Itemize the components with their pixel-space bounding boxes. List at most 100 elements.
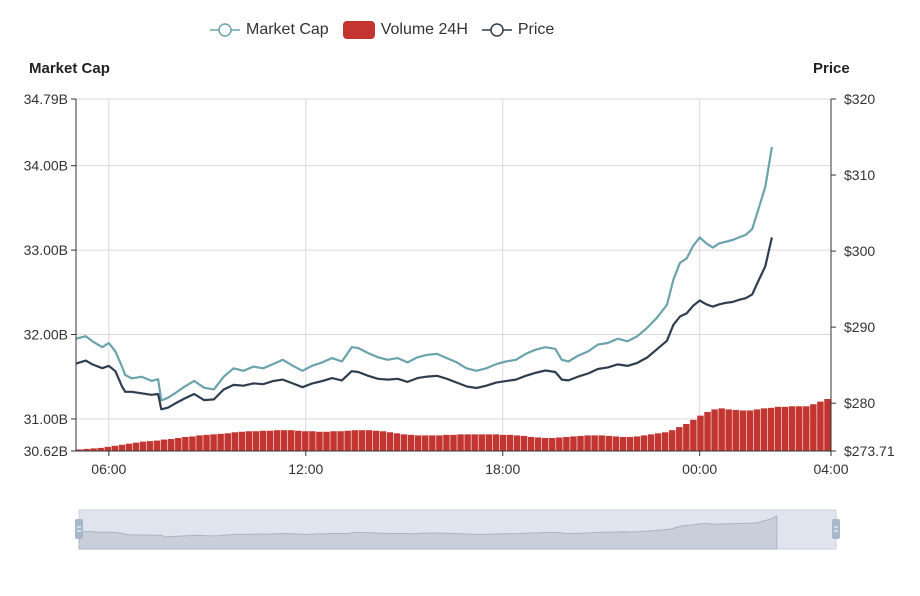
volume-bar xyxy=(697,415,704,451)
x-tick-label: 06:00 xyxy=(91,461,126,477)
legend-label-price: Price xyxy=(517,21,555,38)
volume-bar xyxy=(824,399,831,451)
volume-bar xyxy=(471,434,478,451)
volume-bar xyxy=(316,431,323,451)
volume-bar xyxy=(330,431,337,451)
market-cap-legend-icon xyxy=(210,23,240,37)
volume-bar xyxy=(97,447,104,451)
volume-bar xyxy=(457,434,464,451)
volume-bar xyxy=(520,435,528,451)
legend-item-volume[interactable]: Volume 24H xyxy=(342,21,468,39)
left-tick-label: 32.00B xyxy=(24,327,68,343)
volume-bar xyxy=(323,431,330,451)
volume-bar xyxy=(436,435,443,451)
volume-bar xyxy=(393,433,401,451)
left-tick-label: 31.00B xyxy=(24,411,68,427)
price-legend-icon xyxy=(481,23,512,37)
market-cap-line xyxy=(75,146,773,402)
volume-bar xyxy=(104,446,111,451)
volume-bar xyxy=(111,445,119,451)
volume-bar xyxy=(400,434,408,451)
volume-bar xyxy=(591,435,598,451)
left-tick-label: 30.62B xyxy=(24,443,68,459)
volume-bar xyxy=(168,439,175,451)
volume-bar xyxy=(563,436,570,451)
volume-bar xyxy=(647,434,655,451)
slider-preview-area xyxy=(78,515,778,550)
volume-bar xyxy=(633,436,641,451)
volume-bar xyxy=(422,435,429,451)
volume-bar xyxy=(203,434,210,451)
volume-bar xyxy=(584,435,591,451)
volume-bar xyxy=(711,409,718,451)
chart-grid xyxy=(76,98,831,452)
volume-bar xyxy=(302,431,309,451)
volume-bar xyxy=(139,441,147,451)
right-tick-label: $290 xyxy=(844,319,875,335)
volume-bar xyxy=(817,401,824,451)
volume-bar xyxy=(810,404,817,451)
volume-bar xyxy=(287,430,295,451)
volume-bar xyxy=(196,435,203,451)
volume-bar xyxy=(612,436,620,451)
volume-bar xyxy=(231,432,238,451)
volume-bar xyxy=(224,433,231,451)
slider-handle-right[interactable] xyxy=(832,519,840,539)
volume-bar xyxy=(153,440,161,451)
volume-bar xyxy=(414,435,422,451)
volume-bar xyxy=(669,430,676,451)
volume-bar xyxy=(598,435,605,451)
volume-bar xyxy=(266,430,274,451)
volume-bar xyxy=(626,436,634,451)
volume-bar xyxy=(358,430,365,451)
volume-bar xyxy=(238,431,246,451)
volume-bar xyxy=(443,434,450,451)
volume-bar xyxy=(654,433,662,451)
volume-bar xyxy=(118,444,126,451)
volume-bars xyxy=(76,399,831,451)
volume-bar xyxy=(718,408,725,451)
volume-bar xyxy=(485,434,493,451)
volume-bar xyxy=(739,410,747,451)
volume-bar xyxy=(796,406,803,451)
volume-bar xyxy=(160,439,168,451)
slider-handle-left[interactable] xyxy=(75,519,83,539)
volume-bar xyxy=(704,412,711,451)
right-tick-label: $273.71 xyxy=(844,443,895,459)
volume-bar xyxy=(90,448,97,451)
chart-legend: Market Cap Volume 24H Price xyxy=(210,21,568,39)
zoom-slider[interactable] xyxy=(75,509,840,550)
volume-bar xyxy=(527,436,535,451)
volume-bar xyxy=(760,408,768,451)
volume-bar xyxy=(146,441,154,451)
right-tick-label: $310 xyxy=(844,167,875,183)
volume-bar xyxy=(210,434,217,451)
volume-bar xyxy=(690,419,697,451)
chart-lines xyxy=(75,146,773,411)
volume-bar xyxy=(732,409,739,451)
volume-bar xyxy=(365,430,373,451)
legend-item-price[interactable]: Price xyxy=(481,21,555,39)
legend-label-volume: Volume 24H xyxy=(380,21,468,38)
volume-bar xyxy=(182,436,189,451)
volume-bar xyxy=(774,406,782,451)
legend-item-market-cap[interactable]: Market Cap xyxy=(210,21,329,39)
volume-bar xyxy=(351,430,358,451)
volume-bar xyxy=(309,431,316,451)
volume-bar xyxy=(781,406,789,451)
volume-bar xyxy=(676,427,683,451)
volume-bar xyxy=(767,407,775,451)
volume-legend-icon xyxy=(342,21,375,39)
right-axis-title: Price xyxy=(813,60,850,77)
volume-bar xyxy=(189,436,196,451)
volume-bar xyxy=(295,430,302,451)
volume-bar xyxy=(386,432,394,451)
volume-bar xyxy=(337,431,344,451)
volume-bar xyxy=(513,435,521,451)
volume-bar xyxy=(542,438,549,451)
volume-bar xyxy=(259,430,267,451)
volume-bar xyxy=(379,431,387,451)
left-axis-title: Market Cap xyxy=(29,60,110,77)
right-tick-label: $320 xyxy=(844,91,875,107)
volume-bar xyxy=(803,406,810,451)
